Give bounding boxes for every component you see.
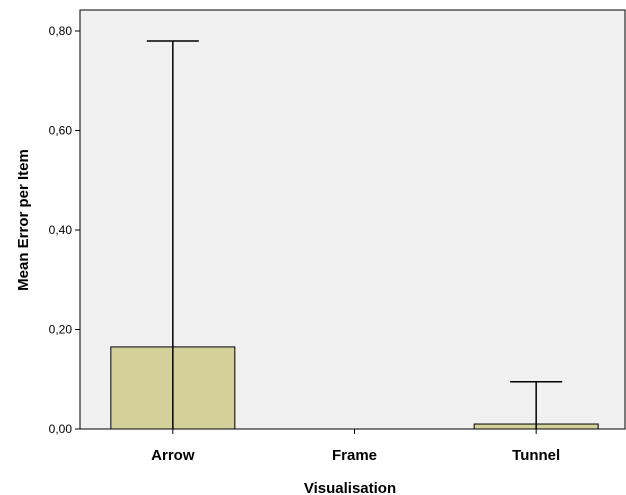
x-tick-label: Frame	[332, 447, 377, 464]
y-axis: 0,00 0,20 0,40 0,60 0,80	[49, 24, 80, 436]
y-tick-label: 0,00	[49, 422, 73, 436]
x-axis: Arrow Frame Tunnel	[151, 429, 560, 464]
y-tick-label: 0,40	[49, 223, 73, 237]
y-tick-label: 0,80	[49, 24, 73, 38]
error-bars	[146, 40, 563, 429]
y-tick-label: 0,60	[49, 124, 73, 138]
x-tick-label: Arrow	[151, 447, 195, 464]
y-axis-title: Mean Error per Item	[15, 149, 32, 291]
y-tick-label: 0,20	[49, 323, 73, 337]
x-axis-title: Visualisation	[304, 480, 396, 495]
x-tick-label: Tunnel	[512, 447, 560, 464]
